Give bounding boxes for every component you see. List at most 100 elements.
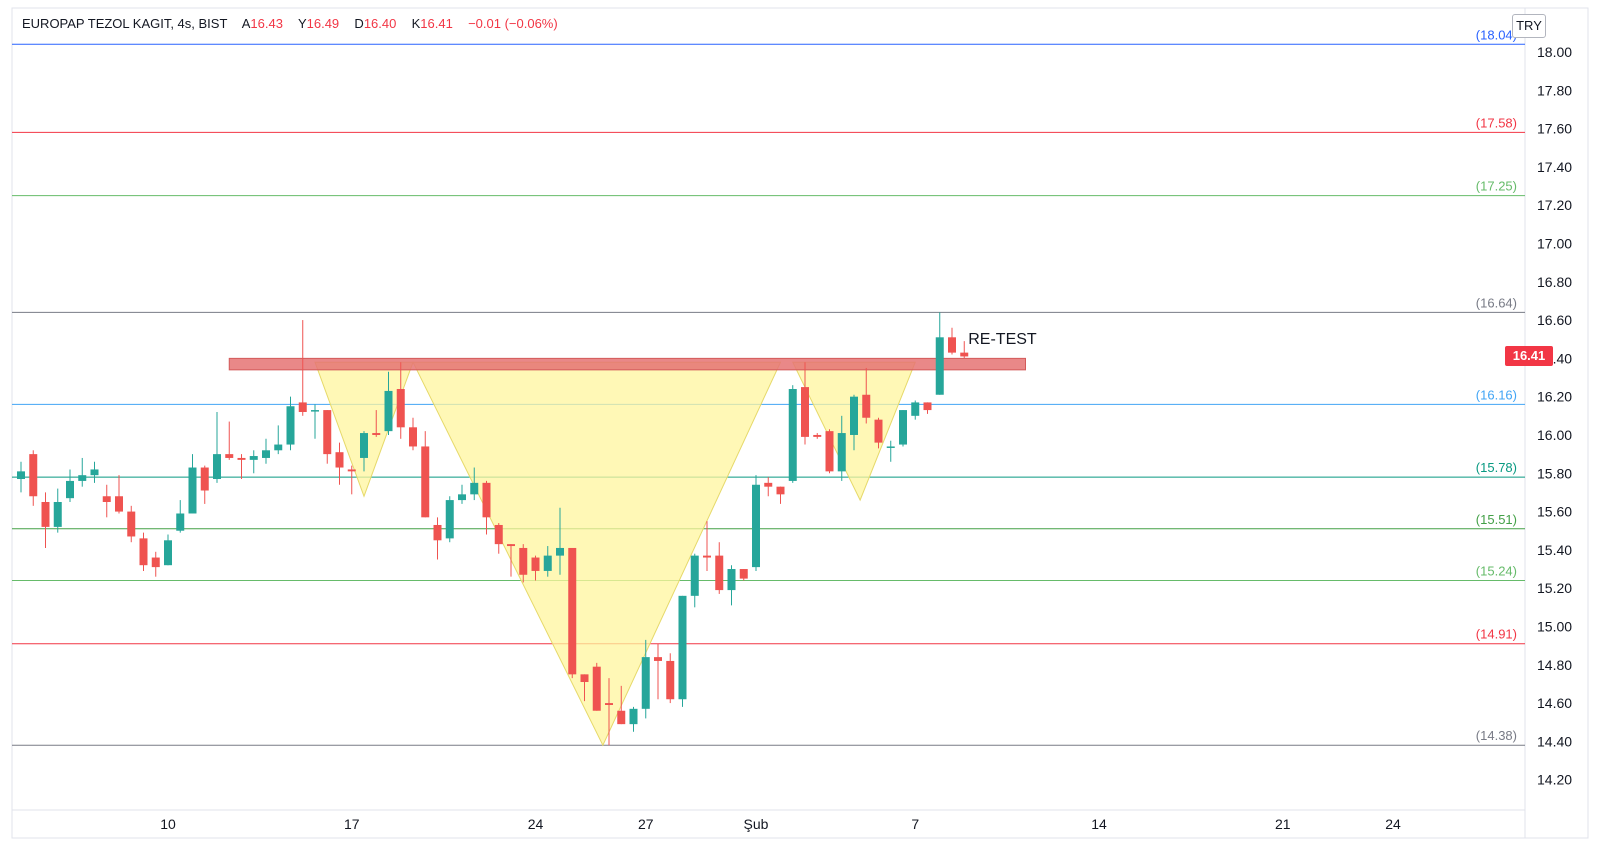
candle-69[interactable] [862, 367, 871, 424]
candle-51[interactable] [641, 639, 650, 719]
candle-47[interactable] [592, 662, 601, 711]
candle-29[interactable] [372, 410, 381, 437]
candle-7[interactable] [102, 484, 111, 518]
candle-26[interactable] [335, 442, 344, 485]
candle-6[interactable] [90, 461, 99, 483]
candle-14[interactable] [188, 454, 197, 514]
candle-27[interactable] [347, 465, 356, 495]
candle-12[interactable] [164, 534, 172, 566]
candle-58[interactable] [727, 565, 736, 606]
candle-34[interactable] [433, 517, 442, 560]
candle-18[interactable] [237, 454, 246, 480]
time-tick-7: 21 [1275, 816, 1291, 832]
candle-body [311, 410, 319, 412]
resistance-zone-rect[interactable] [228, 357, 1026, 371]
candle-body [335, 452, 344, 468]
candle-43[interactable] [543, 546, 552, 577]
candle-body [433, 524, 442, 541]
candle-60[interactable] [752, 475, 760, 571]
candle-body [102, 496, 111, 502]
candle-55[interactable] [690, 553, 699, 608]
candle-50[interactable] [629, 706, 638, 732]
candle-42[interactable] [531, 555, 540, 581]
candle-38[interactable] [482, 480, 491, 535]
candle-11[interactable] [151, 551, 160, 577]
candle-77[interactable] [960, 341, 969, 359]
candle-65[interactable] [813, 433, 822, 439]
candle-body [629, 708, 638, 725]
candle-23[interactable] [298, 320, 307, 416]
candle-17[interactable] [225, 421, 234, 460]
annotation-0[interactable]: RE-TEST [968, 331, 1037, 348]
candle-52[interactable] [654, 643, 662, 700]
candle-76[interactable] [948, 327, 956, 355]
candle-49[interactable] [617, 685, 626, 725]
candle-73[interactable] [911, 400, 920, 420]
candle-body [213, 454, 221, 480]
candle-68[interactable] [850, 394, 858, 451]
price-tick-5: 15.20 [1537, 580, 1572, 596]
candle-57[interactable] [715, 542, 724, 594]
candle-59[interactable] [739, 569, 748, 581]
candle-44[interactable] [556, 507, 564, 575]
candle-25[interactable] [323, 410, 332, 464]
candle-1[interactable] [29, 450, 38, 506]
candle-64[interactable] [801, 362, 809, 445]
candle-4[interactable] [66, 469, 74, 502]
candle-75[interactable] [935, 312, 944, 395]
candle-2[interactable] [41, 492, 50, 548]
candle-70[interactable] [874, 417, 883, 449]
candle-20[interactable] [262, 438, 270, 464]
candle-39[interactable] [494, 523, 503, 554]
candle-74[interactable] [923, 402, 932, 414]
candle-28[interactable] [360, 431, 368, 472]
candle-22[interactable] [286, 396, 295, 451]
candle-48[interactable] [605, 678, 613, 746]
candle-10[interactable] [139, 532, 148, 571]
candle-40[interactable] [507, 544, 515, 577]
candle-53[interactable] [666, 653, 675, 704]
candle-body [752, 484, 760, 568]
candle-54[interactable] [678, 595, 687, 707]
candle-body [641, 657, 650, 709]
candle-15[interactable] [200, 465, 209, 504]
candle-0[interactable] [17, 461, 25, 493]
candle-33[interactable] [421, 431, 430, 518]
candle-66[interactable] [825, 429, 834, 474]
candle-35[interactable] [445, 496, 454, 543]
candle-body [556, 547, 564, 556]
candle-45[interactable] [568, 547, 577, 679]
candle-5[interactable] [78, 457, 87, 487]
candle-body [543, 555, 552, 571]
candle-9[interactable] [127, 505, 136, 543]
candle-63[interactable] [788, 385, 797, 483]
candle-19[interactable] [249, 450, 258, 474]
currency-badge[interactable]: TRY [1512, 14, 1546, 38]
candle-71[interactable] [886, 440, 895, 462]
candle-3[interactable] [53, 488, 62, 533]
candle-32[interactable] [409, 417, 417, 451]
candle-13[interactable] [176, 500, 185, 533]
candle-67[interactable] [837, 415, 846, 481]
candle-31[interactable] [396, 362, 405, 439]
candle-36[interactable] [458, 484, 466, 504]
candle-30[interactable] [384, 371, 393, 435]
candle-72[interactable] [899, 410, 907, 447]
candle-body [90, 469, 99, 476]
candle-61[interactable] [764, 477, 773, 497]
candle-41[interactable] [519, 544, 528, 583]
price-axis[interactable]: 14.20 14.40 14.60 14.80 15.00 15.20 15.40 15.60… [1537, 44, 1572, 788]
candle-56[interactable] [703, 521, 711, 571]
candle-body [17, 471, 25, 480]
candle-62[interactable] [776, 486, 785, 504]
time-axis[interactable]: 10 17 24 27 Şub 7 14 21 24 [160, 816, 1401, 832]
candle-body [739, 569, 748, 579]
candle-24[interactable] [311, 404, 319, 439]
level-label-1: (17.58) [1476, 115, 1517, 130]
candle-16[interactable] [213, 411, 221, 483]
candle-37[interactable] [470, 467, 479, 501]
candle-46[interactable] [580, 674, 589, 702]
candle-8[interactable] [115, 475, 123, 514]
candle-21[interactable] [274, 425, 283, 455]
